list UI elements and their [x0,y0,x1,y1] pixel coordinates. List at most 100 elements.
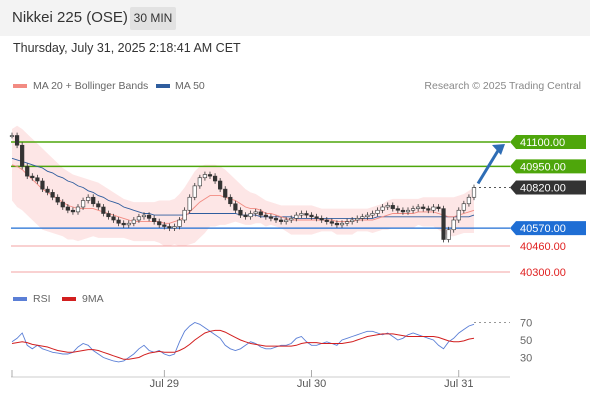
candle-body [228,196,233,205]
ma9-legend-label: 9MA [82,293,104,305]
candle-body [355,218,360,221]
candle-body [294,214,299,219]
candle-body [268,216,274,219]
candle-body [350,219,355,222]
chart-header: Nikkei 225 (OSE) 30 MIN [0,0,590,36]
candle-body [50,192,55,198]
candle-body [157,221,162,226]
candle-body [319,218,324,221]
candle-body [344,221,350,224]
rsi-legend-swatch [13,297,27,301]
candle-body [263,214,268,218]
candle-body [182,209,187,221]
candle-body [121,222,126,226]
candle-body [172,226,177,229]
rsi-tick-30: 30 [520,353,532,365]
candle-body [116,219,121,224]
candle-body [273,218,279,221]
ma50-legend-swatch [156,84,170,88]
x-label: Jul 30 [297,378,326,390]
price-tag-bg [510,180,586,195]
price-label-40820: 40820.00 [520,183,566,195]
ma20-line [11,164,475,224]
price-label-40300: 40300.00 [520,267,566,279]
ma50-legend-label: MA 50 [175,80,205,92]
candle-body [202,174,208,179]
candle-body [35,177,40,182]
candle-body [243,214,248,218]
candle-body [192,185,197,198]
x-label: Jul 31 [444,378,473,390]
candle-body [45,188,50,193]
candle-body [162,224,167,227]
candle-body [233,203,238,211]
x-label: Jul 29 [150,378,179,390]
candle-body [207,174,213,177]
candle-body [75,206,81,213]
candle-body [314,216,319,219]
interval-button[interactable]: 30 MIN [130,7,176,30]
candle-body [212,175,218,182]
candle-body [152,218,157,222]
credit-text: Research © 2025 Trading Central [424,80,581,92]
candle-body [405,209,411,213]
candle-body [309,214,314,218]
candle-body [466,196,472,205]
candle-body [431,206,436,211]
candle-body [289,218,294,221]
candle-body [136,216,142,221]
candle-body [365,214,370,218]
candle-body [70,209,76,213]
candle-body [385,205,390,208]
candle-body [360,216,365,219]
candle-body [101,206,106,214]
candle-body [258,211,263,216]
candle-body [218,180,223,190]
rsi-legend-label: RSI [33,293,51,305]
candle-body [395,208,400,211]
candle-body [111,216,116,221]
candle-body [410,208,416,211]
candle-body [55,196,60,203]
candle-body [436,206,441,209]
ma20-legend-label: MA 20 + Bollinger Bands [33,80,149,92]
candle-body [14,135,20,146]
candle-body [65,206,70,211]
price-label-40950: 40950.00 [520,161,566,173]
candle-body [456,209,461,221]
candle-body [375,209,380,214]
rsi-tick-70: 70 [520,318,532,330]
candle-body [324,219,329,222]
candle-body [471,187,477,198]
timestamp: Thursday, July 31, 2025 2:18:41 AM CET [13,41,241,55]
candle-body [253,211,258,214]
candle-body [426,208,431,211]
candle-body [451,219,456,231]
candle-body [223,188,228,198]
candle-body [370,213,375,216]
candle-body [86,196,91,201]
candle-body [248,213,253,218]
ma50-line [11,157,475,219]
candle-body [30,175,35,179]
candle-body [238,209,243,216]
rsi-tick-50: 50 [520,335,532,347]
ma9-legend-swatch [62,297,76,301]
candle-body [197,177,202,187]
candle-body [416,206,421,209]
candle-body [400,209,406,213]
candle-body [304,213,309,216]
candle-body [20,144,25,167]
target-arrow [476,148,501,185]
ma20-legend-swatch [13,84,27,88]
price-tag-bg [510,159,586,174]
price-label-41100: 41100.00 [520,137,565,149]
candle-body [126,222,131,226]
rsi-line [11,321,475,363]
target-arrow-head [492,144,505,155]
candle-body [187,196,192,211]
candle-body [299,213,304,216]
candle-body [461,203,466,211]
candle-body [278,219,284,222]
